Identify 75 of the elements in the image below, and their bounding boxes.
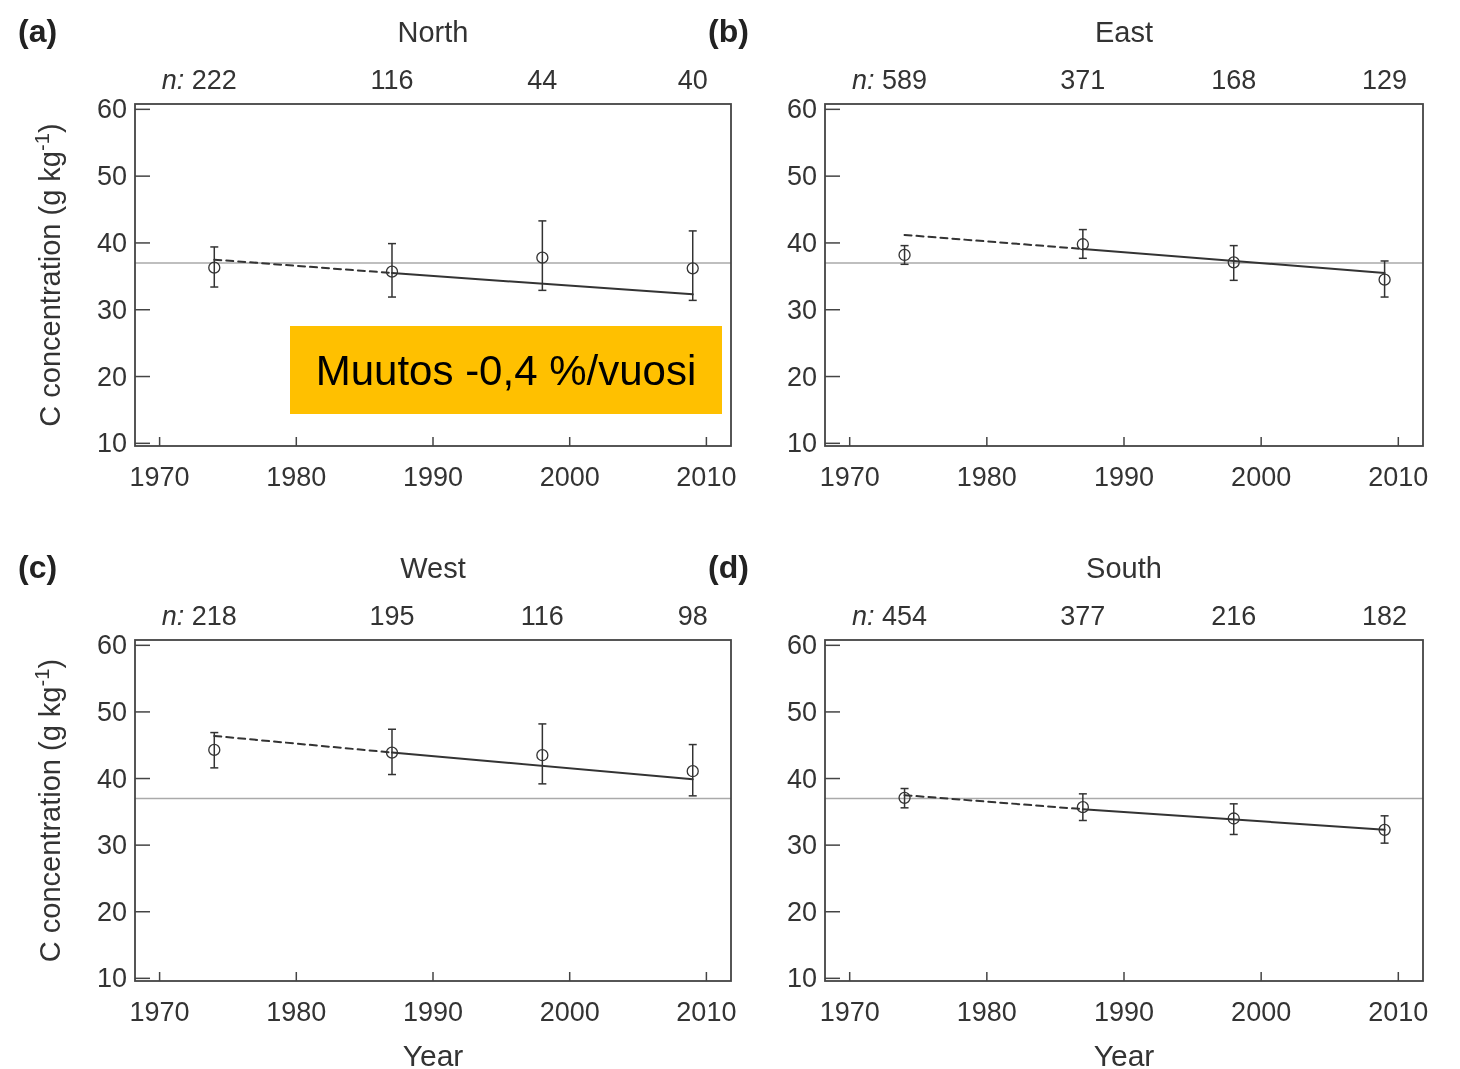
x-tick-label: 1980 — [266, 997, 327, 1027]
y-tick-label: 40 — [96, 227, 127, 258]
x-tick-label: 1990 — [1093, 462, 1155, 492]
y-tick-label: 20 — [96, 361, 127, 392]
x-tick-label: 2000 — [1231, 997, 1292, 1027]
text: n: — [852, 65, 875, 95]
text: 44 — [527, 65, 558, 95]
text: 182 — [1362, 601, 1408, 631]
text: 168 — [1211, 65, 1257, 95]
x-axis-title: Year — [1093, 1039, 1155, 1069]
y-tick-label: 20 — [786, 896, 817, 927]
x-tick-label: 2010 — [676, 997, 737, 1027]
text: (b) — [708, 13, 749, 49]
x-tick-label: 1990 — [402, 462, 464, 492]
text: 222 — [191, 65, 237, 95]
x-tick-label: 1980 — [956, 997, 1017, 1027]
text: 98 — [677, 601, 708, 631]
annotation: Muutos -0,4 %/vuosi — [315, 347, 697, 394]
text: (a) — [18, 13, 58, 49]
text: 116 — [520, 601, 564, 631]
chart-title: East — [1094, 16, 1154, 48]
text: (c) — [18, 549, 58, 585]
y-tick-label: 50 — [786, 696, 817, 727]
y-tick-label: 60 — [96, 94, 127, 125]
x-tick-label: 2010 — [676, 462, 737, 492]
y-tick-label: 30 — [786, 830, 817, 861]
y-tick-label: 60 — [786, 94, 817, 125]
text: 377 — [1060, 601, 1106, 631]
x-tick-label: 1970 — [129, 462, 190, 492]
text: n: — [161, 65, 185, 95]
chart-title: West — [400, 552, 466, 584]
text: 40 — [677, 65, 708, 95]
y-tick-label: 30 — [96, 830, 127, 861]
chart-title: North — [397, 16, 469, 48]
x-axis-title: Year — [402, 1039, 464, 1069]
x-tick-label: 1970 — [129, 997, 190, 1027]
x-tick-label: 1980 — [266, 462, 327, 492]
x-tick-label: 1970 — [819, 997, 880, 1027]
x-tick-label: 1980 — [956, 462, 1017, 492]
y-tick-label: 40 — [786, 227, 817, 258]
y-tick-label: 20 — [96, 896, 127, 927]
y-tick-label: 50 — [96, 696, 127, 727]
y-tick-label: 10 — [96, 428, 127, 459]
text: n: — [852, 601, 875, 631]
y-tick-label: 40 — [786, 763, 817, 794]
x-tick-label: 1990 — [1093, 997, 1155, 1027]
text: 216 — [1211, 601, 1257, 631]
x-tick-label: 1990 — [402, 997, 464, 1027]
text: 589 — [882, 65, 928, 95]
y-tick-label: 40 — [96, 763, 127, 794]
text: n: — [161, 601, 185, 631]
text: 454 — [882, 601, 928, 631]
x-tick-label: 2000 — [539, 997, 600, 1027]
x-tick-label: 2010 — [1368, 997, 1429, 1027]
y-tick-label: 10 — [96, 963, 127, 994]
y-tick-label: 50 — [96, 161, 127, 192]
text: 218 — [191, 601, 237, 631]
x-tick-label: 1970 — [819, 462, 880, 492]
y-tick-label: 60 — [96, 630, 127, 661]
text: 129 — [1362, 65, 1408, 95]
x-tick-label: 2010 — [1368, 462, 1429, 492]
y-tick-label: 30 — [96, 294, 127, 325]
chart-title: South — [1086, 552, 1162, 584]
text: 116 — [370, 65, 414, 95]
text: (d) — [708, 549, 749, 585]
y-tick-label: 10 — [786, 428, 817, 459]
y-tick-label: 60 — [786, 630, 817, 661]
text: 195 — [369, 601, 415, 631]
y-tick-label: 30 — [786, 294, 817, 325]
y-tick-label: 20 — [786, 361, 817, 392]
y-tick-label: 10 — [786, 963, 817, 994]
x-tick-label: 2000 — [539, 462, 600, 492]
text: 371 — [1060, 65, 1106, 95]
y-tick-label: 50 — [786, 161, 817, 192]
x-tick-label: 2000 — [1231, 462, 1292, 492]
